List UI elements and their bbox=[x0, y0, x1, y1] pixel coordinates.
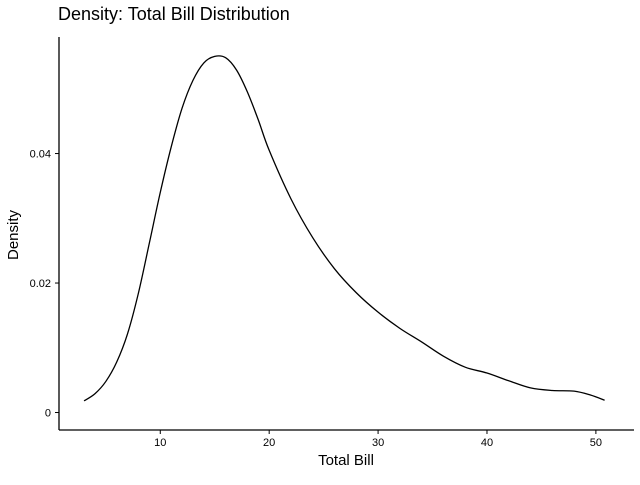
y-tick-label: 0.04 bbox=[30, 149, 51, 161]
y-ticks: 0 0.02 0.04 bbox=[30, 149, 59, 420]
y-tick-label: 0.02 bbox=[30, 278, 51, 290]
chart-title: Density: Total Bill Distribution bbox=[58, 4, 290, 24]
x-tick-label: 10 bbox=[154, 437, 166, 449]
density-curve bbox=[83, 55, 605, 402]
plot-area: 10 20 30 40 50 0 0.02 0.04 bbox=[30, 37, 634, 449]
x-tick-label: 30 bbox=[372, 437, 384, 449]
x-tick-label: 50 bbox=[590, 437, 602, 449]
x-axis-label: Total Bill bbox=[318, 452, 374, 469]
x-tick-label: 40 bbox=[481, 437, 493, 449]
x-ticks: 10 20 30 40 50 bbox=[154, 430, 602, 449]
x-tick-label: 20 bbox=[263, 437, 275, 449]
y-axis-label: Density bbox=[5, 209, 22, 260]
y-tick-label: 0 bbox=[45, 408, 51, 420]
